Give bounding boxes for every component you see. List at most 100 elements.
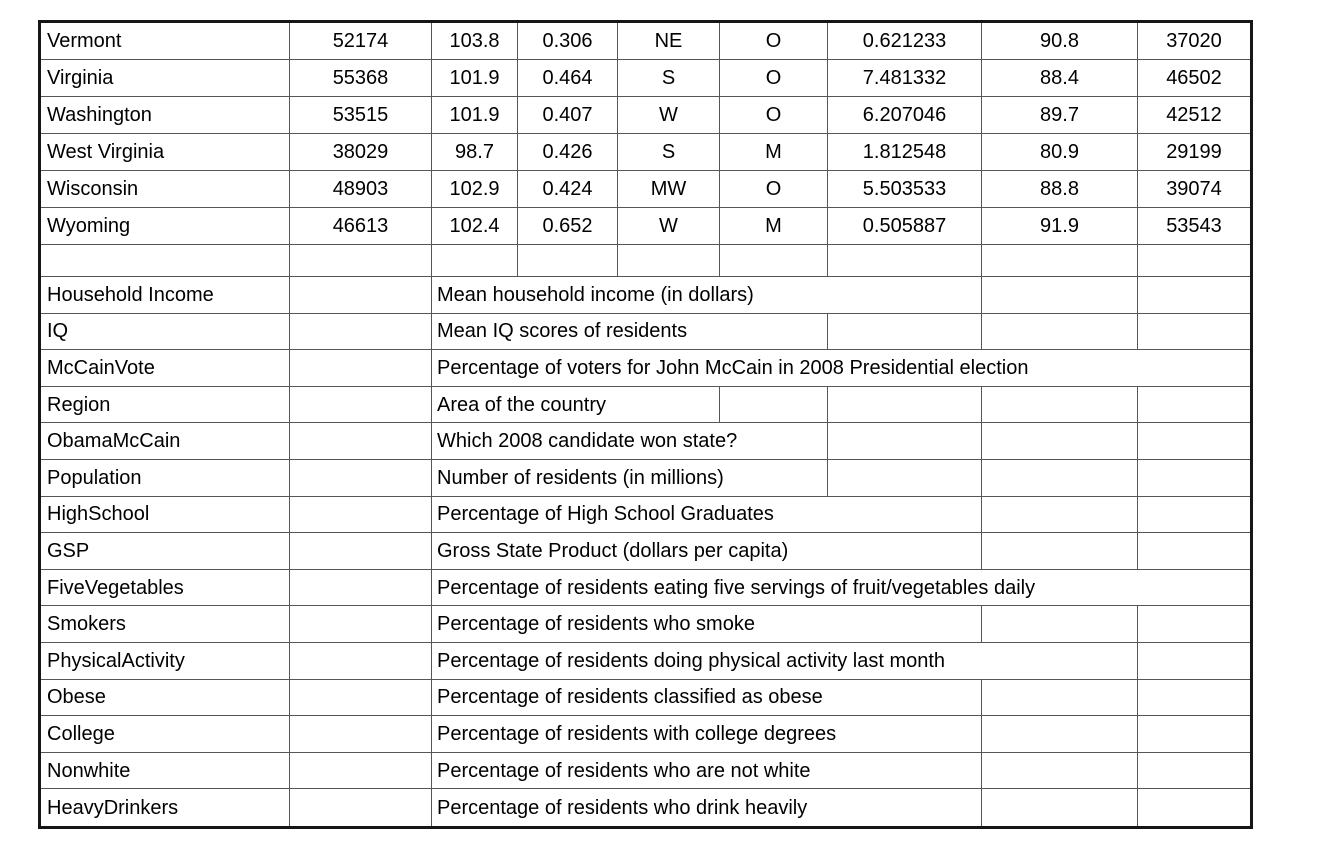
iq-value: 103.8 (432, 23, 518, 60)
mccain-vote-value: 0.424 (518, 171, 618, 208)
iq-value: 101.9 (432, 60, 518, 97)
state-data-grid: Vermont 52174 103.8 0.306 NE O 0.621233 … (41, 23, 1250, 826)
empty-cell (982, 789, 1138, 826)
empty-cell (290, 459, 432, 497)
variable-name-cell: Nonwhite (41, 752, 290, 790)
high-school-value: 80.9 (982, 134, 1138, 171)
variable-description-cell: Number of residents (in millions) (432, 459, 828, 497)
empty-cell (982, 716, 1138, 753)
mccain-vote-value: 0.426 (518, 134, 618, 171)
household-income-value: 48903 (290, 171, 432, 208)
high-school-value: 88.8 (982, 171, 1138, 208)
region-value: S (618, 134, 720, 171)
population-value: 7.481332 (828, 60, 982, 97)
empty-cell (1138, 497, 1250, 534)
state-name-cell: Washington (41, 97, 290, 134)
household-income-value: 52174 (290, 23, 432, 60)
empty-cell (290, 277, 432, 314)
empty-cell (828, 386, 982, 424)
gsp-value: 42512 (1138, 97, 1250, 134)
variable-name-cell: Household Income (41, 277, 290, 314)
population-value: 0.505887 (828, 208, 982, 245)
population-value: 6.207046 (828, 97, 982, 134)
state-name-cell: West Virginia (41, 134, 290, 171)
variable-description-cell: Percentage of residents who drink heavil… (432, 789, 982, 826)
variable-description-cell: Percentage of residents doing physical a… (432, 642, 1138, 680)
gsp-value: 46502 (1138, 60, 1250, 97)
gsp-value: 37020 (1138, 23, 1250, 60)
variable-description-cell: Gross State Product (dollars per capita) (432, 533, 982, 570)
variable-description-cell: Percentage of residents with college deg… (432, 716, 982, 753)
gsp-value: 53543 (1138, 208, 1250, 245)
empty-cell (982, 606, 1138, 643)
variable-name-cell: Smokers (41, 606, 290, 643)
empty-cell (290, 245, 432, 277)
household-income-value: 53515 (290, 97, 432, 134)
empty-cell (1138, 643, 1250, 680)
empty-cell (982, 496, 1138, 534)
high-school-value: 90.8 (982, 23, 1138, 60)
winner-value: O (720, 23, 828, 60)
household-income-value: 38029 (290, 134, 432, 171)
spreadsheet-table: Vermont 52174 103.8 0.306 NE O 0.621233 … (38, 20, 1253, 829)
empty-cell (982, 533, 1138, 570)
variable-name-cell: HeavyDrinkers (41, 789, 290, 826)
variable-name-cell: IQ (41, 313, 290, 351)
empty-cell (290, 569, 432, 607)
empty-cell (1138, 387, 1250, 424)
empty-cell (1138, 460, 1250, 497)
empty-cell (828, 459, 982, 497)
variable-description-cell: Percentage of residents eating five serv… (432, 570, 1250, 607)
winner-value: O (720, 171, 828, 208)
winner-value: M (720, 134, 828, 171)
empty-cell (290, 313, 432, 351)
empty-cell (41, 245, 290, 277)
gsp-value: 29199 (1138, 134, 1250, 171)
state-name-cell: Virginia (41, 60, 290, 97)
household-income-value: 55368 (290, 60, 432, 97)
empty-cell (290, 752, 432, 790)
variable-description-cell: Percentage of residents who are not whit… (432, 752, 982, 790)
region-value: W (618, 97, 720, 134)
empty-cell (720, 245, 828, 277)
variable-name-cell: HighSchool (41, 496, 290, 534)
empty-cell (720, 386, 828, 424)
empty-cell (290, 496, 432, 534)
variable-description-cell: Percentage of voters for John McCain in … (432, 350, 1250, 387)
winner-value: O (720, 60, 828, 97)
mccain-vote-value: 0.464 (518, 60, 618, 97)
region-value: S (618, 60, 720, 97)
empty-cell (290, 533, 432, 570)
empty-cell (982, 752, 1138, 790)
variable-name-cell: Obese (41, 679, 290, 717)
variable-name-cell: College (41, 716, 290, 753)
empty-cell (982, 423, 1138, 460)
empty-cell (290, 716, 432, 753)
household-income-value: 46613 (290, 208, 432, 245)
variable-name-cell: PhysicalActivity (41, 642, 290, 680)
variable-name-cell: Region (41, 386, 290, 424)
high-school-value: 88.4 (982, 60, 1138, 97)
empty-cell (828, 245, 982, 277)
state-name-cell: Wisconsin (41, 171, 290, 208)
variable-description-cell: Mean household income (in dollars) (432, 277, 982, 314)
region-value: W (618, 208, 720, 245)
empty-cell (982, 277, 1138, 314)
region-value: MW (618, 171, 720, 208)
empty-cell (1138, 277, 1250, 314)
empty-cell (1138, 245, 1250, 277)
empty-cell (290, 423, 432, 460)
empty-cell (1138, 423, 1250, 460)
empty-cell (1138, 716, 1250, 753)
winner-value: M (720, 208, 828, 245)
high-school-value: 89.7 (982, 97, 1138, 134)
empty-cell (1138, 606, 1250, 643)
iq-value: 102.9 (432, 171, 518, 208)
variable-name-cell: ObamaMcCain (41, 423, 290, 460)
iq-value: 98.7 (432, 134, 518, 171)
variable-description-cell: Area of the country (432, 386, 720, 424)
variable-description-cell: Percentage of residents classified as ob… (432, 679, 982, 717)
empty-cell (290, 386, 432, 424)
state-name-cell: Wyoming (41, 208, 290, 245)
variable-name-cell: GSP (41, 533, 290, 570)
